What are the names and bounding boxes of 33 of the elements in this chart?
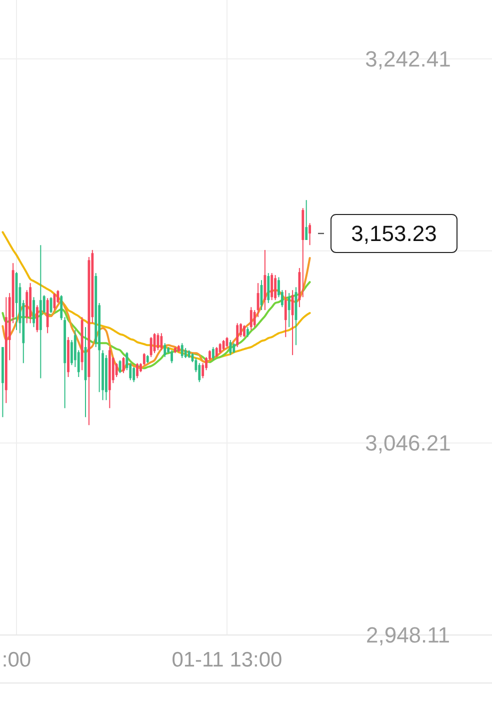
candlestick: [180, 342, 184, 359]
y-tick-label: 2,948.11: [366, 622, 450, 648]
y-tick-label: 3,242.41: [365, 46, 451, 72]
candlestick: [132, 366, 136, 383]
x-tick-label: :00: [2, 648, 32, 672]
candlestick: [270, 272, 274, 301]
candlestick: [236, 322, 239, 348]
y-tick-label: 3,046.21: [365, 430, 451, 456]
candlestick: [170, 350, 173, 364]
candlestick: [284, 290, 287, 338]
candlestick: [136, 362, 138, 379]
candlestick: [274, 274, 276, 301]
candlestick: [288, 292, 290, 328]
candlestick: [36, 304, 38, 333]
candlestick: [308, 222, 312, 246]
candlestick: [150, 336, 152, 358]
x-tick-label: 01-11 13:00: [172, 648, 282, 672]
candlestick: [164, 342, 166, 358]
candlestick: [32, 296, 35, 328]
candlestick: [291, 290, 294, 356]
candlestick: [305, 200, 308, 240]
candlestick: [250, 306, 252, 331]
candlestick: [184, 348, 187, 359]
candlestick: [246, 326, 249, 338]
candlestick: [232, 342, 236, 354]
ref-line-label: 3,153.23: [351, 220, 437, 246]
candlestick: [218, 342, 222, 354]
candlestick: [60, 294, 63, 321]
candlestick: [160, 332, 163, 351]
candlestick: [212, 346, 214, 361]
candlestick: [243, 324, 246, 338]
candlestick: [215, 346, 218, 358]
candlestick: [229, 340, 232, 356]
